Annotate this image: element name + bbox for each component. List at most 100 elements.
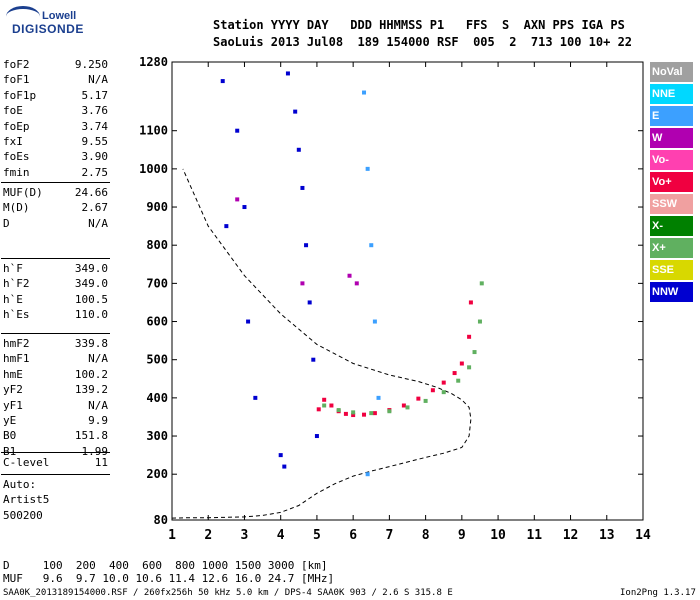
data-point-vo xyxy=(416,396,421,401)
parameter-row: foF1 N/A xyxy=(3,73,108,87)
plot-frame xyxy=(171,61,644,521)
parameter-label: yE xyxy=(3,414,17,427)
parameter-value: 3.76 xyxy=(81,104,109,118)
x-tick-label: 9 xyxy=(458,528,466,543)
parameter-label: yF2 xyxy=(3,383,23,397)
parameter-value: 24.66 xyxy=(74,186,108,199)
parameter-row: yE 9.9 xyxy=(3,414,108,428)
y-tick-label: 400 xyxy=(146,391,168,405)
parameter-value: 339.8 xyxy=(74,337,108,350)
parameter-row: foE 3.76 xyxy=(3,104,108,118)
parameter-label: M(D) xyxy=(3,201,30,215)
parameter-row: h`F 349.0 xyxy=(3,262,108,276)
parameter-label: fxI xyxy=(3,135,23,148)
parameter-row: Artist5 xyxy=(3,493,108,507)
parameter-label: D xyxy=(3,216,10,230)
legend-item: SSE xyxy=(650,260,693,280)
data-point-vo xyxy=(452,371,457,376)
logo-text-lowell: Lowell xyxy=(42,10,77,22)
parameter-row: yF1 N/A xyxy=(3,399,108,413)
parameter-row: h`E 100.5 xyxy=(3,293,108,307)
parameter-label: foF1p xyxy=(3,88,37,102)
data-point-nnw xyxy=(224,224,229,229)
data-point-w xyxy=(347,273,352,278)
data-point-nnw xyxy=(220,79,225,84)
x-tick-label: 4 xyxy=(277,528,285,543)
legend-item: X- xyxy=(650,216,693,236)
parameter-row: foF2 9.250 xyxy=(3,58,108,72)
parameter-row: fmin 2.75 xyxy=(3,166,108,180)
data-point-x xyxy=(369,411,374,416)
parameter-label: yF1 xyxy=(3,398,23,412)
parameter-label: foF2 xyxy=(3,58,30,71)
parameter-row: 500200 xyxy=(3,509,108,523)
y-tick-label: 600 xyxy=(146,315,168,329)
data-point-e xyxy=(365,166,370,171)
data-point-x xyxy=(336,408,341,413)
data-point-x xyxy=(477,319,482,324)
data-point-x xyxy=(472,350,477,355)
parameter-label: hmE xyxy=(3,367,23,381)
data-point-w xyxy=(300,281,305,286)
data-point-x xyxy=(456,378,461,383)
parameter-value: 349.0 xyxy=(74,262,108,275)
parameter-row: MUF(D) 24.66 xyxy=(3,186,108,200)
parameter-label: foF1 xyxy=(3,73,30,87)
legend-item: NNE xyxy=(650,84,693,104)
parameter-label: hmF2 xyxy=(3,337,30,350)
parameter-value: 11 xyxy=(94,456,108,469)
parameter-label: MUF(D) xyxy=(3,186,43,199)
parameter-separator xyxy=(1,474,110,475)
data-point-e xyxy=(365,472,370,477)
parameter-value: 2.75 xyxy=(81,165,109,179)
parameter-value: 9.55 xyxy=(81,135,109,148)
parameter-separator xyxy=(1,182,110,183)
footer-muf-row: MUF 9.6 9.7 10.0 10.6 11.4 12.6 16.0 24.… xyxy=(3,572,335,585)
parameter-value: 110.0 xyxy=(74,308,108,322)
data-point-vo xyxy=(459,361,464,366)
parameter-separator xyxy=(1,258,110,259)
footer-file-info: SAA0K_2013189154000.RSF / 260fx256h 50 k… xyxy=(3,588,453,598)
legend-item: SSW xyxy=(650,194,693,214)
parameter-row: foEp 3.74 xyxy=(3,120,108,134)
parameter-row: hmF1 N/A xyxy=(3,352,108,366)
parameter-label: B1 xyxy=(3,444,17,458)
header-line-2: SaoLuis 2013 Jul08 189 154000 RSF 005 2 … xyxy=(213,35,633,49)
parameter-value: N/A xyxy=(88,352,108,366)
data-point-nnw xyxy=(242,205,247,210)
parameter-label: Artist5 xyxy=(3,493,50,507)
parameter-separator xyxy=(1,452,110,453)
parameter-value: N/A xyxy=(88,73,108,87)
data-point-nnw xyxy=(304,243,309,248)
y-tick-label: 1100 xyxy=(139,124,168,138)
parameter-label: h`F2 xyxy=(3,277,30,291)
parameter-label: B0 xyxy=(3,429,17,443)
parameter-row: B1 1.99 xyxy=(3,445,108,459)
parameter-row: C-level 11 xyxy=(3,456,108,470)
data-point-x xyxy=(441,390,446,395)
data-point-w xyxy=(354,281,359,286)
legend-item: NoVal xyxy=(650,62,693,82)
footer-version: Ion2Png 1.3.17 xyxy=(620,588,696,598)
data-point-nnw xyxy=(253,395,258,400)
parameter-value: 151.8 xyxy=(74,429,108,443)
x-tick-label: 14 xyxy=(635,528,651,543)
parameter-value: 349.0 xyxy=(74,277,108,291)
parameter-label: fmin xyxy=(3,165,30,179)
y-tick-label: 80 xyxy=(154,513,168,527)
y-tick-label: 1000 xyxy=(139,162,168,176)
parameter-row: Auto: xyxy=(3,478,108,492)
y-tick-label: 900 xyxy=(146,200,168,214)
legend-item: W xyxy=(650,128,693,148)
legend-item: X+ xyxy=(650,238,693,258)
parameter-value: 5.17 xyxy=(81,88,109,102)
data-point-vo xyxy=(329,403,334,408)
parameter-value: N/A xyxy=(88,398,108,412)
data-point-vo xyxy=(351,413,356,418)
parameter-label: hmF1 xyxy=(3,352,30,366)
x-tick-label: 5 xyxy=(313,528,321,543)
x-tick-label: 12 xyxy=(563,528,579,543)
parameter-label: foE xyxy=(3,104,23,118)
y-tick-label: 800 xyxy=(146,238,168,252)
